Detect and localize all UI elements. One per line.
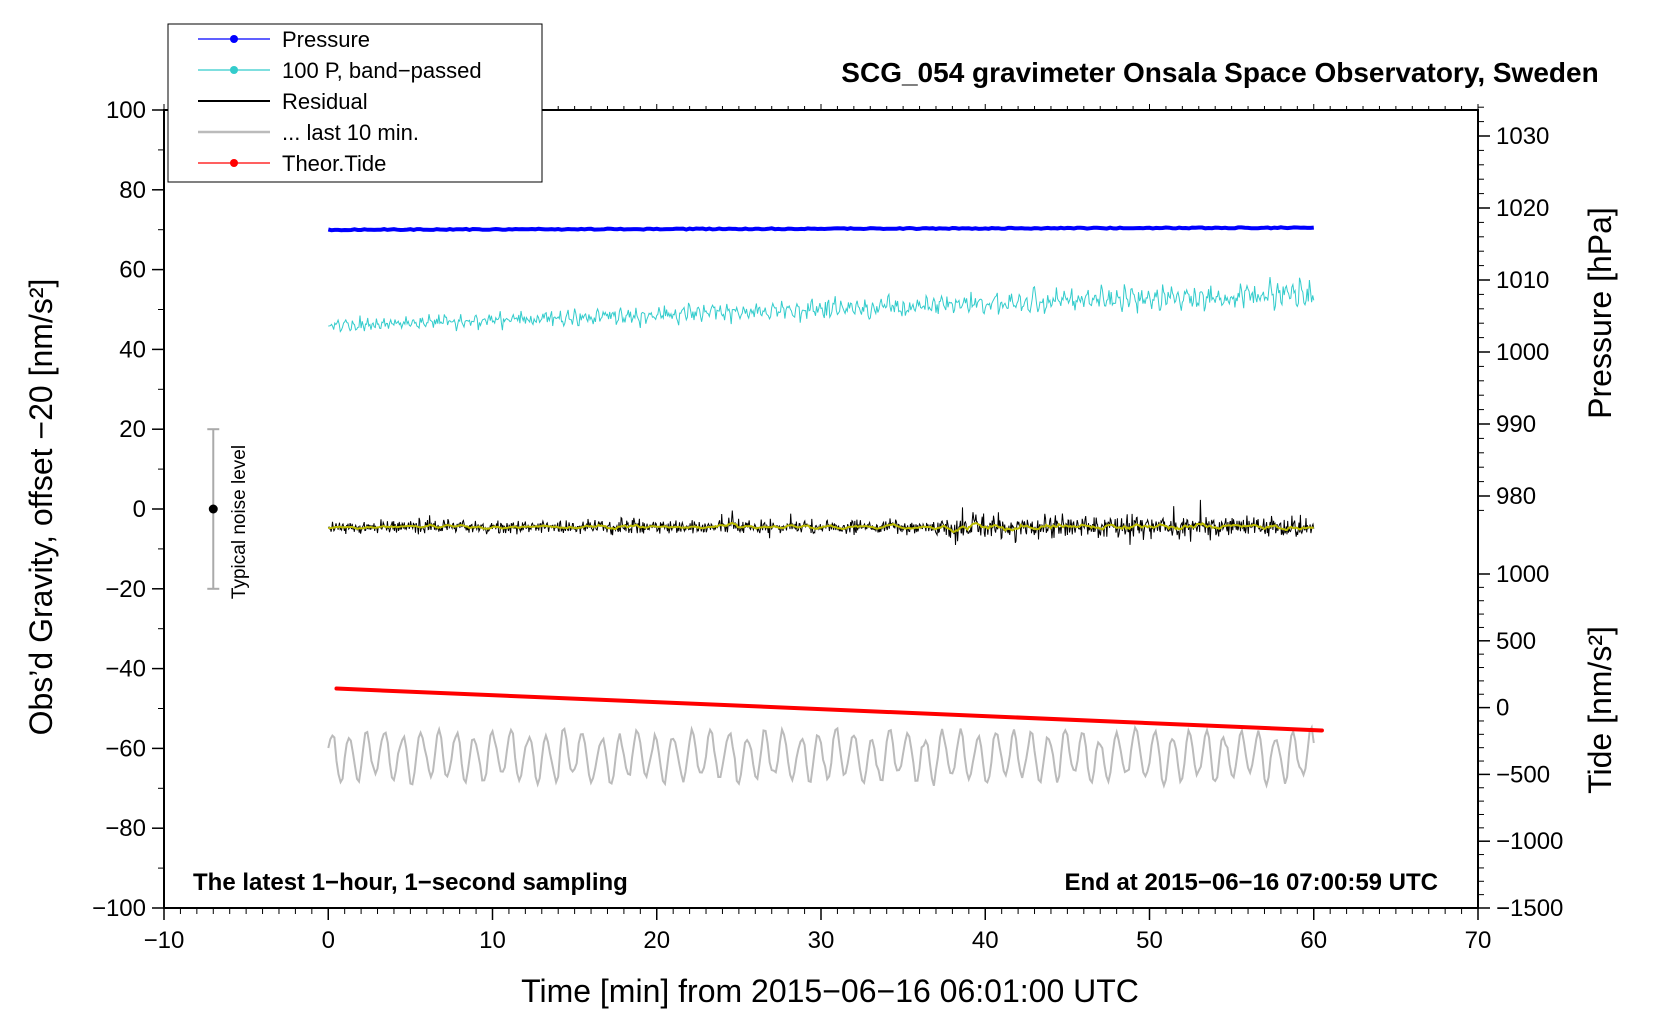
y-axis-label-tide: Tide [nm/s²]	[1582, 626, 1618, 794]
plot-frame	[163, 109, 1479, 909]
legend-bandpassed-marker	[230, 66, 238, 74]
legend-tide-marker	[230, 159, 238, 167]
tick-labels: −10 0 10 20 30 40 50 60 70−100−80−60−40−20020406…	[92, 97, 1563, 954]
pressure-tick-label: 990	[1496, 411, 1536, 438]
residual-smoothed-series	[328, 521, 1314, 534]
last-10-min-series	[327, 724, 1315, 789]
tide-tick-label: −1500	[1496, 895, 1563, 922]
pressure-tick-label: 1030	[1496, 123, 1549, 150]
tide-tick-label: −1000	[1496, 828, 1563, 855]
x-tick-label: 40	[972, 927, 999, 954]
noise-bar-center-dot	[208, 504, 218, 514]
noise-level-indicator: Typical noise level	[207, 428, 250, 599]
y-axis-label-pressure: Pressure [hPa]	[1582, 207, 1618, 419]
x-axis-label: Time [min] from 2015−06−16 06:01:00 UTC	[521, 973, 1139, 1009]
x-tick-label: 60	[1300, 927, 1327, 954]
y-tick-label-left: 80	[119, 177, 146, 204]
tide-tick-label: −500	[1496, 761, 1550, 788]
pressure-tick-label: 1020	[1496, 195, 1549, 222]
y-axis-label-left: Obs’d Gravity, offset −20 [nm/s²]	[23, 279, 59, 736]
tide-tick-label: 0	[1496, 695, 1509, 722]
pressure-series	[327, 225, 1314, 233]
pressure-tick-label: 1000	[1496, 339, 1549, 366]
series-layer	[327, 225, 1324, 789]
legend-pressure-marker	[230, 35, 238, 43]
theoretical-tide-series	[334, 686, 1324, 733]
legend-residual-label: Residual	[282, 89, 368, 114]
pressure-tick-label: 1010	[1496, 267, 1549, 294]
legend-tide-label: Theor.Tide	[282, 151, 386, 176]
note-end-time: End at 2015−06−16 07:00:59 UTC	[1064, 869, 1438, 896]
y-tick-label-left: −20	[105, 576, 146, 603]
y-tick-label-left: 0	[133, 496, 146, 523]
pressure-tick-label: 980	[1496, 483, 1536, 510]
x-tick-label: 20	[643, 927, 670, 954]
y-tick-label-left: 40	[119, 336, 146, 363]
y-tick-label-left: −100	[92, 895, 146, 922]
bandpassed-pressure-series	[328, 276, 1315, 333]
legend: Pressure 100 P, band−passed Residual ...…	[167, 23, 543, 183]
y-tick-label-left: −80	[105, 815, 146, 842]
legend-pressure-label: Pressure	[282, 27, 370, 52]
x-tick-label: 10	[479, 927, 506, 954]
x-tick-label: 50	[1136, 927, 1163, 954]
y-tick-label-left: 100	[106, 97, 146, 124]
chart-title: SCG_054 gravimeter Onsala Space Observat…	[841, 57, 1598, 88]
residual-series	[327, 499, 1315, 546]
x-tick-label: 70	[1465, 927, 1492, 954]
tide-tick-label: 1000	[1496, 561, 1549, 588]
y-tick-label-left: −60	[105, 735, 146, 762]
legend-last10-label: ... last 10 min.	[282, 120, 419, 145]
y-tick-label-left: −40	[105, 656, 146, 683]
x-tick-label: −10	[144, 927, 185, 954]
note-sampling: The latest 1−hour, 1−second sampling	[193, 869, 628, 896]
tide-tick-label: 500	[1496, 628, 1536, 655]
legend-box	[167, 23, 543, 183]
x-tick-label: 30	[808, 927, 835, 954]
y-tick-label-left: 60	[119, 257, 146, 284]
legend-bandpassed-label: 100 P, band−passed	[282, 58, 482, 83]
noise-level-label: Typical noise level	[229, 445, 250, 599]
y-tick-label-left: 20	[119, 416, 146, 443]
x-tick-label: 0	[322, 927, 335, 954]
